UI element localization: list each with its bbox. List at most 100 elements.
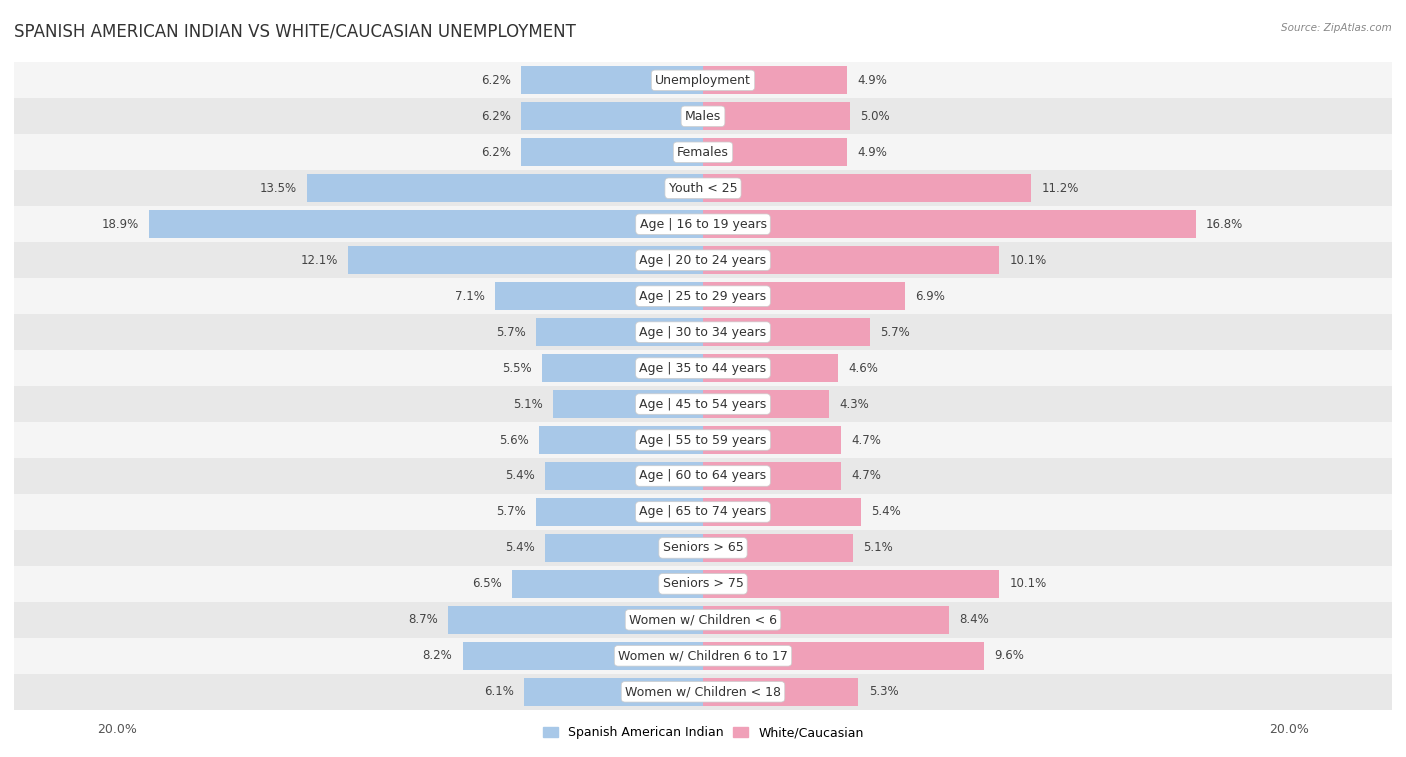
Text: 5.0%: 5.0%	[860, 110, 890, 123]
Bar	[512, 570, 703, 598]
Text: Age | 60 to 64 years: Age | 60 to 64 years	[640, 469, 766, 482]
Text: 13.5%: 13.5%	[260, 182, 297, 195]
Text: 8.7%: 8.7%	[408, 613, 437, 626]
Bar	[495, 282, 703, 310]
Text: Age | 25 to 29 years: Age | 25 to 29 years	[640, 290, 766, 303]
Bar	[703, 462, 841, 490]
Bar	[0, 530, 1406, 566]
Text: Age | 20 to 24 years: Age | 20 to 24 years	[640, 254, 766, 266]
Text: 6.2%: 6.2%	[481, 110, 510, 123]
Text: 5.5%: 5.5%	[502, 362, 531, 375]
Bar	[0, 386, 1406, 422]
Text: Seniors > 75: Seniors > 75	[662, 578, 744, 590]
Bar	[0, 566, 1406, 602]
Text: 4.7%: 4.7%	[851, 469, 882, 482]
Text: Women w/ Children < 18: Women w/ Children < 18	[626, 685, 780, 698]
Bar	[0, 422, 1406, 458]
Text: Women w/ Children < 6: Women w/ Children < 6	[628, 613, 778, 626]
Text: Age | 30 to 34 years: Age | 30 to 34 years	[640, 326, 766, 338]
Text: 4.3%: 4.3%	[839, 397, 869, 410]
Text: 5.7%: 5.7%	[496, 326, 526, 338]
Bar	[0, 242, 1406, 278]
Text: Females: Females	[678, 146, 728, 159]
Text: Unemployment: Unemployment	[655, 74, 751, 87]
Bar	[544, 534, 703, 562]
Bar	[0, 458, 1406, 494]
Text: 5.4%: 5.4%	[505, 469, 534, 482]
Text: 5.1%: 5.1%	[863, 541, 893, 554]
Text: 4.6%: 4.6%	[848, 362, 877, 375]
Bar	[703, 139, 846, 167]
Bar	[703, 354, 838, 382]
Bar	[0, 206, 1406, 242]
Text: 16.8%: 16.8%	[1206, 218, 1243, 231]
Text: 4.9%: 4.9%	[856, 146, 887, 159]
Bar	[703, 606, 949, 634]
Bar	[0, 350, 1406, 386]
Bar	[703, 246, 1000, 274]
Text: 5.4%: 5.4%	[505, 541, 534, 554]
Text: 5.1%: 5.1%	[513, 397, 543, 410]
Bar	[703, 67, 846, 95]
Text: 6.1%: 6.1%	[484, 685, 515, 698]
Text: 6.5%: 6.5%	[472, 578, 502, 590]
Text: Women w/ Children 6 to 17: Women w/ Children 6 to 17	[619, 650, 787, 662]
Bar	[349, 246, 703, 274]
Bar	[703, 318, 870, 346]
Text: 8.2%: 8.2%	[423, 650, 453, 662]
Text: 6.2%: 6.2%	[481, 146, 510, 159]
Bar	[703, 570, 1000, 598]
Bar	[449, 606, 703, 634]
Bar	[703, 498, 862, 526]
Text: 6.2%: 6.2%	[481, 74, 510, 87]
Bar	[0, 134, 1406, 170]
Bar	[538, 426, 703, 454]
Bar	[0, 62, 1406, 98]
Text: 10.1%: 10.1%	[1010, 578, 1046, 590]
Bar	[536, 318, 703, 346]
Bar	[522, 67, 703, 95]
Bar	[703, 102, 849, 130]
Text: Seniors > 65: Seniors > 65	[662, 541, 744, 554]
Bar	[703, 174, 1032, 202]
Bar	[703, 534, 852, 562]
Bar	[149, 210, 703, 238]
Bar	[0, 278, 1406, 314]
Bar	[0, 674, 1406, 710]
Text: 5.7%: 5.7%	[496, 506, 526, 519]
Bar	[703, 390, 830, 418]
Bar	[524, 678, 703, 706]
Bar	[554, 390, 703, 418]
Text: Youth < 25: Youth < 25	[669, 182, 737, 195]
Bar	[463, 642, 703, 670]
Text: 4.9%: 4.9%	[856, 74, 887, 87]
Bar	[0, 494, 1406, 530]
Text: 10.1%: 10.1%	[1010, 254, 1046, 266]
Text: 9.6%: 9.6%	[994, 650, 1025, 662]
Text: 18.9%: 18.9%	[101, 218, 139, 231]
Bar	[0, 98, 1406, 134]
Bar	[703, 210, 1195, 238]
Text: Age | 35 to 44 years: Age | 35 to 44 years	[640, 362, 766, 375]
Text: Age | 16 to 19 years: Age | 16 to 19 years	[640, 218, 766, 231]
Text: Age | 55 to 59 years: Age | 55 to 59 years	[640, 434, 766, 447]
Text: 5.3%: 5.3%	[869, 685, 898, 698]
Text: Males: Males	[685, 110, 721, 123]
Text: 11.2%: 11.2%	[1042, 182, 1078, 195]
Text: 5.4%: 5.4%	[872, 506, 901, 519]
Text: Age | 45 to 54 years: Age | 45 to 54 years	[640, 397, 766, 410]
Bar	[544, 462, 703, 490]
Bar	[522, 102, 703, 130]
Text: 12.1%: 12.1%	[301, 254, 337, 266]
Bar	[0, 602, 1406, 638]
Text: 6.9%: 6.9%	[915, 290, 945, 303]
Text: Age | 65 to 74 years: Age | 65 to 74 years	[640, 506, 766, 519]
Bar	[536, 498, 703, 526]
Text: 5.6%: 5.6%	[499, 434, 529, 447]
Bar	[703, 282, 905, 310]
Bar	[703, 678, 859, 706]
Bar	[703, 426, 841, 454]
Text: 4.7%: 4.7%	[851, 434, 882, 447]
Bar	[0, 638, 1406, 674]
Bar	[703, 642, 984, 670]
